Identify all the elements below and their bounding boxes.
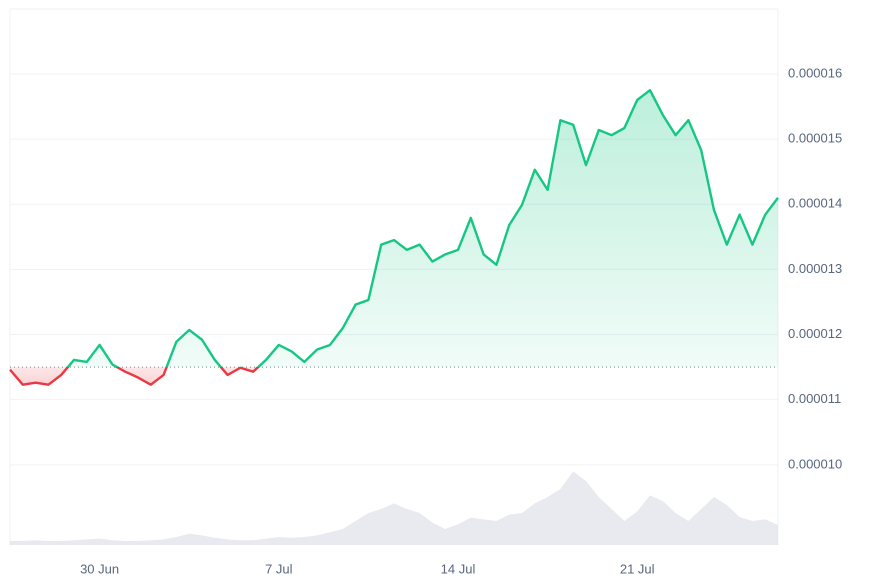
- x-tick-label: 14 Jul: [441, 561, 476, 576]
- x-tick-label: 30 Jun: [80, 561, 119, 576]
- volume-area: [10, 471, 778, 545]
- price-area: [10, 90, 778, 385]
- y-tick-label: 0.000015: [788, 131, 842, 146]
- y-tick-label: 0.000016: [788, 65, 842, 80]
- y-tick-label: 0.000010: [788, 456, 842, 471]
- x-tick-label: 21 Jul: [620, 561, 655, 576]
- price-line: [9, 89, 779, 386]
- x-tick-label: 7 Jul: [265, 561, 293, 576]
- y-tick-label: 0.000013: [788, 261, 842, 276]
- y-tick-label: 0.000012: [788, 326, 842, 341]
- y-tick-label: 0.000011: [788, 391, 841, 406]
- y-tick-label: 0.000014: [788, 196, 842, 211]
